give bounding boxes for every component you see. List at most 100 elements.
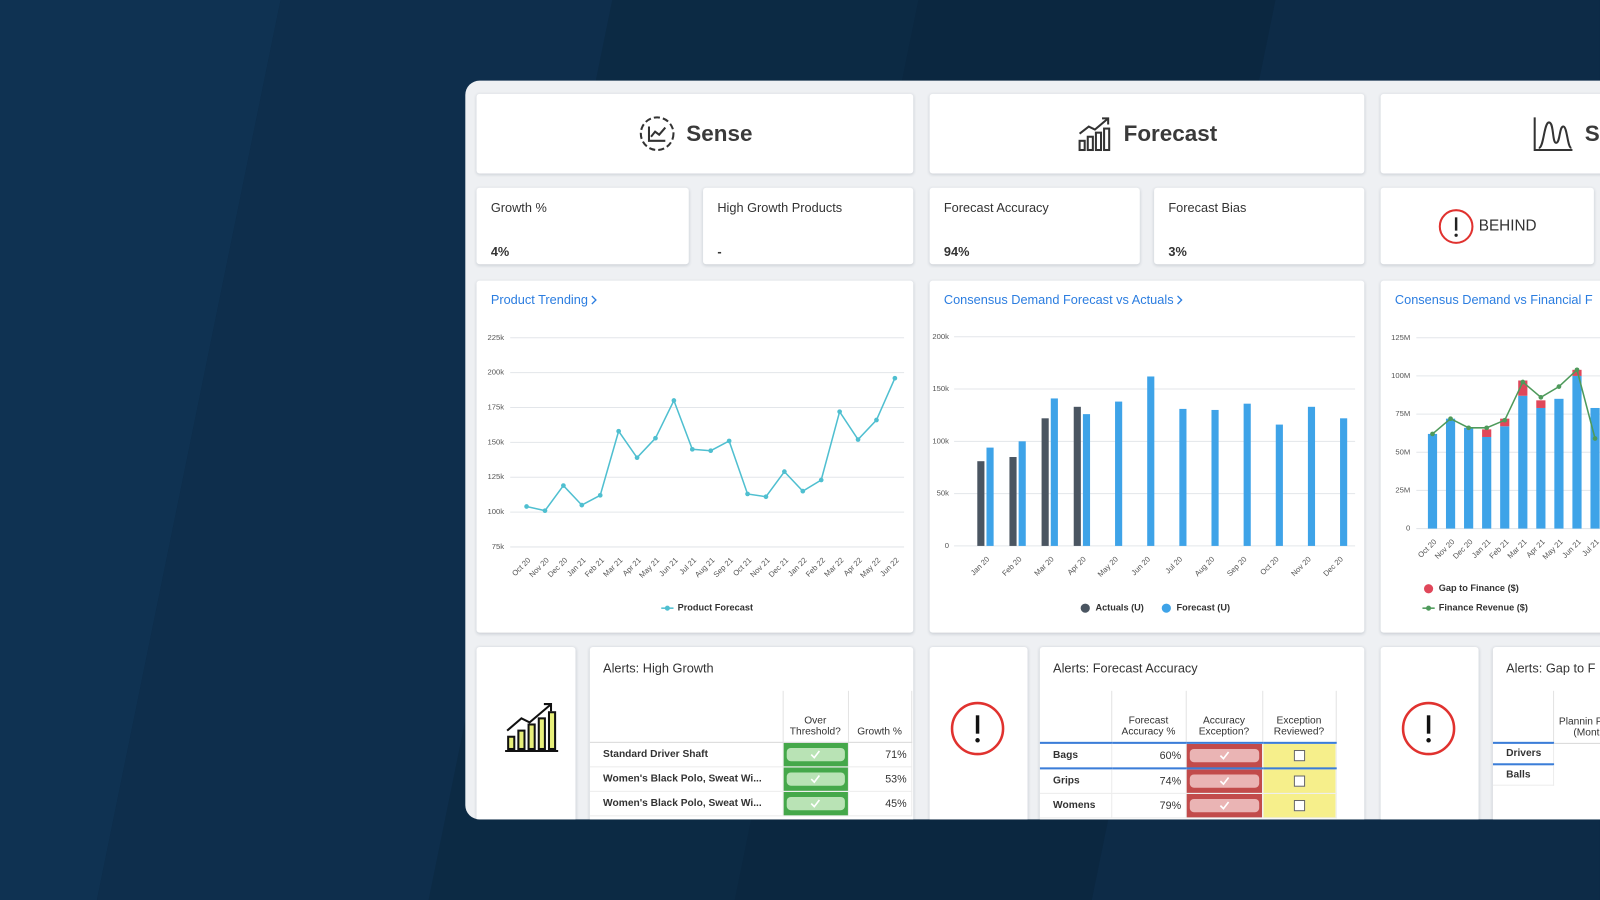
header-cell: Exception Reviewed? bbox=[1262, 690, 1337, 744]
header-title: Forecast bbox=[1123, 120, 1218, 146]
table-body: Bags 60% Grips 74% Womens 79% bbox=[1039, 741, 1337, 819]
icon-card bbox=[929, 646, 1028, 820]
chart-title-link[interactable]: Product Trending bbox=[491, 293, 598, 307]
forecast-icon bbox=[1078, 117, 1111, 152]
alerts-table: Plannin Perio (MonthDriversBalls bbox=[1492, 690, 1600, 786]
header-row: Forecast Accuracy % Accuracy Exception? Ex… bbox=[1039, 690, 1337, 744]
alert-icon bbox=[950, 701, 1005, 756]
table-card: Alerts: Gap to F Plannin Perio (MonthDriv… bbox=[1492, 646, 1600, 820]
kpi-value: 3% bbox=[1168, 244, 1187, 260]
chart-card: Product Trending bbox=[476, 280, 914, 633]
table-head: Over Threshold? Growth % bbox=[589, 690, 912, 743]
status-card: BEHIND bbox=[1380, 187, 1594, 265]
table-body: Drivers Balls bbox=[1492, 741, 1600, 786]
kpi-value: 4% bbox=[490, 244, 510, 260]
kpi-label: Forecast Accuracy bbox=[943, 201, 1049, 216]
kpi-label: Growth % bbox=[490, 201, 547, 216]
table-cell bbox=[1262, 768, 1337, 794]
supply-icon bbox=[1533, 117, 1573, 152]
table-cell bbox=[1262, 793, 1337, 819]
table-cell: Balls bbox=[1492, 764, 1554, 786]
header-cell bbox=[1039, 690, 1112, 744]
kpi-value: 94% bbox=[943, 244, 970, 260]
alert-icon bbox=[1438, 208, 1474, 244]
chart-title-link[interactable]: Consensus Demand vs Financial F bbox=[1395, 293, 1593, 307]
chart-title: Product Trending bbox=[490, 292, 588, 308]
table-head: Forecast Accuracy % Accuracy Exception? Ex… bbox=[1039, 690, 1337, 744]
table-cell: 53% bbox=[847, 766, 912, 792]
chart-title: Consensus Demand Forecast vs Actuals bbox=[943, 292, 1174, 308]
check bbox=[810, 775, 821, 784]
dashboard-panel: Sense Forecast S Growth % 4% High Growth … bbox=[465, 80, 1600, 820]
table-title: Alerts: Forecast Accuracy bbox=[1053, 661, 1198, 676]
table-cell bbox=[1262, 741, 1337, 770]
third-header: S bbox=[1380, 93, 1600, 174]
kpi-label: Forecast Bias bbox=[1168, 201, 1247, 216]
table-cell: Grips bbox=[1039, 768, 1112, 794]
alerts-table: Forecast Accuracy % Accuracy Exception? Ex… bbox=[1039, 690, 1337, 819]
table-cell bbox=[1185, 768, 1263, 794]
header-cell: Forecast Accuracy % bbox=[1111, 690, 1187, 744]
table-cell: 60% bbox=[1111, 741, 1187, 770]
table-cell: Standard Driver Shaft bbox=[589, 742, 784, 768]
table-cell: 45% bbox=[847, 791, 912, 817]
table-row: Womens 79% bbox=[1039, 793, 1337, 819]
growth-icon bbox=[505, 703, 559, 753]
header-title: S bbox=[1584, 120, 1600, 146]
table-card: Alerts: Forecast Accuracy Forecast Accura… bbox=[1039, 646, 1365, 820]
table-cell: Womens bbox=[1039, 793, 1112, 819]
table-cell bbox=[1185, 793, 1263, 819]
checkbox bbox=[1266, 749, 1332, 762]
empty-box bbox=[1293, 749, 1305, 762]
table-cell: Drivers bbox=[1492, 741, 1554, 766]
checkbox bbox=[1189, 798, 1259, 813]
kpi-label: High Growth Products bbox=[717, 201, 843, 216]
table-title: Alerts: High Growth bbox=[603, 661, 714, 676]
table-cell: 74% bbox=[1111, 768, 1187, 794]
check bbox=[1219, 777, 1229, 786]
header-row: Over Threshold? Growth % bbox=[589, 690, 912, 743]
table-row: Drivers bbox=[1492, 741, 1600, 766]
checkbox bbox=[1266, 774, 1332, 787]
checkbox bbox=[786, 796, 845, 811]
stripe bbox=[0, 0, 281, 900]
kpi-card: High Growth Products - bbox=[703, 187, 914, 265]
table-cell: Women's Black Polo, Sweat Wi... bbox=[589, 766, 784, 792]
sense-icon bbox=[639, 116, 675, 152]
table-row: Women's Black Polo, Sweat Wi... 45% bbox=[589, 791, 912, 817]
checkbox bbox=[786, 747, 845, 762]
table-title: Alerts: Gap to F bbox=[1506, 661, 1596, 676]
table-card: Alerts: High Growth Over Threshold? Growth… bbox=[589, 646, 914, 820]
icon-card bbox=[476, 646, 576, 820]
header-cell bbox=[589, 690, 784, 743]
table-cell: 71% bbox=[847, 742, 912, 768]
table-cell bbox=[1185, 741, 1263, 770]
table-row: Grips 74% bbox=[1039, 768, 1337, 794]
kpi-card: Growth % 4% bbox=[476, 187, 689, 265]
table-cell: Bags bbox=[1039, 741, 1112, 770]
icon-card bbox=[1380, 646, 1479, 820]
check bbox=[1219, 751, 1229, 760]
checkbox bbox=[1189, 774, 1259, 788]
header-cell bbox=[1492, 690, 1554, 744]
chart-title-link[interactable]: Consensus Demand Forecast vs Actuals bbox=[944, 293, 1184, 307]
kpi-card: Forecast Bias 3% bbox=[1154, 187, 1365, 265]
header-cell: Growth % bbox=[847, 690, 912, 743]
kpi-value: - bbox=[717, 244, 722, 260]
checkbox bbox=[1189, 748, 1259, 763]
chart-card: Consensus Demand vs Financial F bbox=[1380, 280, 1600, 633]
table-body: Standard Driver Shaft 71% Women's Black Po… bbox=[589, 742, 912, 817]
table-cell bbox=[782, 742, 849, 768]
chart-card: Consensus Demand Forecast vs Actuals bbox=[929, 280, 1365, 633]
header-title: Sense bbox=[686, 120, 753, 146]
chevron bbox=[591, 295, 598, 305]
empty-box bbox=[1293, 775, 1305, 787]
table-row: Standard Driver Shaft 71% bbox=[589, 742, 912, 768]
chart-title: Consensus Demand vs Financial F bbox=[1394, 292, 1593, 308]
forecast-header: Forecast bbox=[929, 93, 1365, 174]
header-row: Plannin Perio (Month bbox=[1492, 690, 1600, 744]
table-cell: 79% bbox=[1111, 793, 1187, 819]
table-cell: Women's Black Polo, Sweat Wi... bbox=[589, 791, 784, 817]
empty-box bbox=[1293, 799, 1305, 812]
